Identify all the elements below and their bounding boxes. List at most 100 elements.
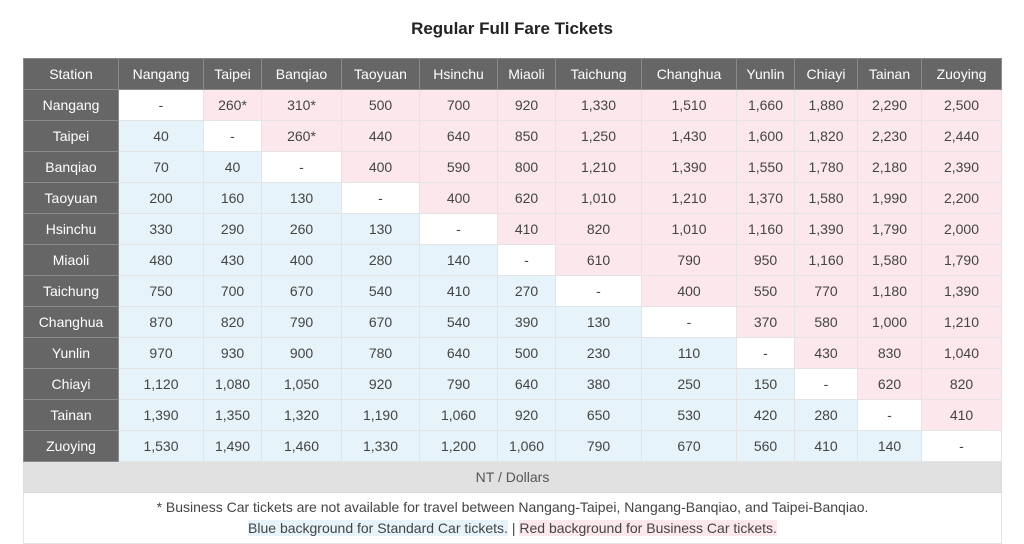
column-header-tainan: Tainan: [857, 58, 922, 90]
row-header-yunlin: Yunlin: [23, 337, 119, 369]
fare-cell: 1,050: [261, 368, 342, 400]
fare-cell: 540: [419, 306, 498, 338]
fare-cell: 160: [203, 182, 262, 214]
fare-cell: 440: [341, 120, 420, 152]
fare-cell: 370: [736, 306, 795, 338]
fare-cell: 640: [497, 368, 556, 400]
fare-cell: 500: [341, 89, 420, 121]
table-row: Taoyuan 200 160 130-400 620 1,010 1,210 1,370 1,…: [23, 182, 1002, 214]
row-header-banqiao: Banqiao: [23, 151, 119, 183]
fare-cell: 2,000: [921, 213, 1002, 245]
fare-cell: 920: [497, 89, 556, 121]
fare-cell: 70: [118, 151, 204, 183]
fare-cell: 140: [857, 430, 922, 462]
fare-cell: 1,780: [794, 151, 858, 183]
fare-cell: 2,290: [857, 89, 922, 121]
column-header-changhua: Changhua: [641, 58, 737, 90]
fare-cell: -: [921, 430, 1002, 462]
fare-cell: 1,820: [794, 120, 858, 152]
fare-cell: -: [555, 275, 642, 307]
table-row: Zuoying 1,530 1,490 1,460 1,330 1,200 1,060 790…: [23, 430, 1002, 462]
fare-cell: 1,060: [419, 399, 498, 431]
row-header-changhua: Changhua: [23, 306, 119, 338]
table-row: Tainan 1,390 1,350 1,320 1,190 1,060 920 650 530…: [23, 399, 1002, 431]
fare-cell: 260*: [261, 120, 342, 152]
fare-cell: 260*: [203, 89, 262, 121]
fare-cell: 590: [419, 151, 498, 183]
row-header-taichung: Taichung: [23, 275, 119, 307]
row-header-hsinchu: Hsinchu: [23, 213, 119, 245]
column-header-miaoli: Miaoli: [497, 58, 556, 90]
fare-cell: 1,580: [794, 182, 858, 214]
fare-cell: 130: [341, 213, 420, 245]
fare-cell: 130: [555, 306, 642, 338]
unit-row: NT / Dollars: [23, 461, 1002, 493]
fare-cell: -: [736, 337, 795, 369]
footnote-text: * Business Car tickets are not available…: [156, 499, 869, 515]
fare-cell: 920: [341, 368, 420, 400]
table-row: Yunlin 970 930 900 780 640 500 230 110-430 830 1,0…: [23, 337, 1002, 369]
fare-cell: 430: [794, 337, 858, 369]
fare-cell: 330: [118, 213, 204, 245]
fare-cell: 1,200: [419, 430, 498, 462]
fare-cell: 410: [921, 399, 1002, 431]
fare-cell: 1,790: [857, 213, 922, 245]
fare-cell: 790: [261, 306, 342, 338]
legend: Blue background for Standard Car tickets…: [25, 518, 1001, 539]
fare-cell: 820: [921, 368, 1002, 400]
fare-cell: 1,160: [736, 213, 795, 245]
fare-cell: 1,210: [641, 182, 737, 214]
fare-cell: 480: [118, 244, 204, 276]
column-header-nangang: Nangang: [118, 58, 204, 90]
fare-cell: 2,180: [857, 151, 922, 183]
header-corner: Station: [23, 58, 119, 90]
row-header-zuoying: Zuoying: [23, 430, 119, 462]
column-header-zuoying: Zuoying: [921, 58, 1002, 90]
fare-cell: 390: [497, 306, 556, 338]
fare-cell: 930: [203, 337, 262, 369]
fare-cell: 1,320: [261, 399, 342, 431]
fare-cell: -: [118, 89, 204, 121]
column-header-taichung: Taichung: [555, 58, 642, 90]
fare-cell: 970: [118, 337, 204, 369]
fare-cell: 40: [203, 151, 262, 183]
fare-cell: -: [203, 120, 262, 152]
row-header-miaoli: Miaoli: [23, 244, 119, 276]
fare-cell: 670: [261, 275, 342, 307]
fare-cell: 1,990: [857, 182, 922, 214]
fare-cell: 1,330: [341, 430, 420, 462]
fare-cell: 1,080: [203, 368, 262, 400]
fare-cell: 500: [497, 337, 556, 369]
fare-cell: 1,510: [641, 89, 737, 121]
fare-cell: 410: [794, 430, 858, 462]
fare-cell: 1,000: [857, 306, 922, 338]
fare-cell: 790: [555, 430, 642, 462]
fare-cell: 1,600: [736, 120, 795, 152]
row-header-chiayi: Chiayi: [23, 368, 119, 400]
table-row: Taipei 40-260* 440 640 850 1,250 1,430 1,600 1,8…: [23, 120, 1002, 152]
fare-cell: 1,370: [736, 182, 795, 214]
fare-cell: 2,390: [921, 151, 1002, 183]
fare-cell: 150: [736, 368, 795, 400]
fare-cell: 1,390: [921, 275, 1002, 307]
fare-cell: 280: [341, 244, 420, 276]
fare-cell: 410: [419, 275, 498, 307]
column-header-banqiao: Banqiao: [261, 58, 342, 90]
fare-cell: 1,210: [555, 151, 642, 183]
page-title: Regular Full Fare Tickets: [411, 19, 613, 38]
column-header-taipei: Taipei: [203, 58, 262, 90]
fare-cell: 1,580: [857, 244, 922, 276]
fare-cell: 1,010: [641, 213, 737, 245]
fare-cell: 1,790: [921, 244, 1002, 276]
fare-cell: 640: [419, 337, 498, 369]
fare-cell: 420: [736, 399, 795, 431]
fare-body: Nangang -260* 310* 500 700 920 1,330 1,510 1,660…: [23, 89, 1002, 462]
row-header-taoyuan: Taoyuan: [23, 182, 119, 214]
fare-cell: 1,390: [641, 151, 737, 183]
fare-cell: 140: [419, 244, 498, 276]
fare-cell: 200: [118, 182, 204, 214]
fare-cell: 250: [641, 368, 737, 400]
fare-cell: 1,120: [118, 368, 204, 400]
table-row: Banqiao 70 40-400 590 800 1,210 1,390 1,550 1,78…: [23, 151, 1002, 183]
header-row: Station Nangang Taipei Banqiao Taoyuan Hsinc…: [23, 58, 1002, 90]
